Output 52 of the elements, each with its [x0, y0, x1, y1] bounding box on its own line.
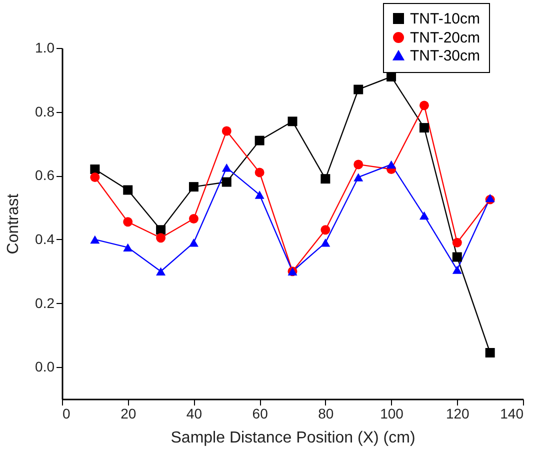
x-tick-label: 20	[120, 406, 136, 422]
point	[90, 235, 100, 244]
point	[452, 238, 462, 248]
point	[188, 238, 198, 247]
x-tick-label: 100	[380, 406, 404, 422]
point	[123, 185, 133, 195]
point	[288, 116, 298, 126]
legend-label: TNT-10cm	[410, 10, 480, 28]
x-tick-label: 60	[252, 406, 268, 422]
point	[320, 238, 330, 247]
point	[90, 172, 100, 182]
point	[222, 177, 232, 187]
y-tick-label: 0.8	[35, 103, 55, 120]
x-axis-title: Sample Distance Position (X) (cm)	[170, 430, 416, 446]
point	[354, 84, 364, 94]
x-tick-label: 120	[446, 406, 470, 422]
point	[156, 225, 166, 235]
y-tick-label: 0.4	[35, 230, 55, 247]
point	[188, 214, 198, 224]
point	[354, 160, 364, 170]
point	[386, 160, 396, 169]
point	[452, 266, 462, 274]
x-tick-label: 40	[186, 406, 202, 422]
point	[320, 225, 330, 235]
point	[320, 174, 330, 184]
y-tick-label: 0.0	[35, 358, 55, 375]
y-tick-label: 0.2	[35, 294, 55, 311]
point	[254, 168, 264, 178]
x-tick-label: 0	[62, 406, 70, 422]
point	[123, 243, 133, 252]
point	[123, 217, 133, 227]
point	[254, 190, 264, 199]
point	[419, 211, 429, 220]
point	[419, 100, 429, 110]
x-tick-label: 80	[318, 406, 334, 422]
point	[188, 182, 198, 192]
point	[222, 126, 232, 136]
point	[254, 136, 264, 146]
point	[354, 173, 364, 182]
point	[419, 123, 429, 133]
point	[156, 267, 166, 276]
point	[222, 164, 232, 172]
legend-label: TNT-20cm	[410, 30, 480, 46]
y-tick-label: 1.0	[35, 40, 55, 56]
y-axis-title: Contrast	[5, 193, 22, 254]
point	[485, 348, 495, 358]
y-tick-label: 0.6	[35, 167, 55, 184]
point	[156, 233, 166, 243]
x-tick-label: 140	[500, 406, 524, 422]
legend-label: TNT-30cm	[410, 48, 480, 64]
point	[452, 252, 462, 262]
point	[90, 164, 100, 174]
